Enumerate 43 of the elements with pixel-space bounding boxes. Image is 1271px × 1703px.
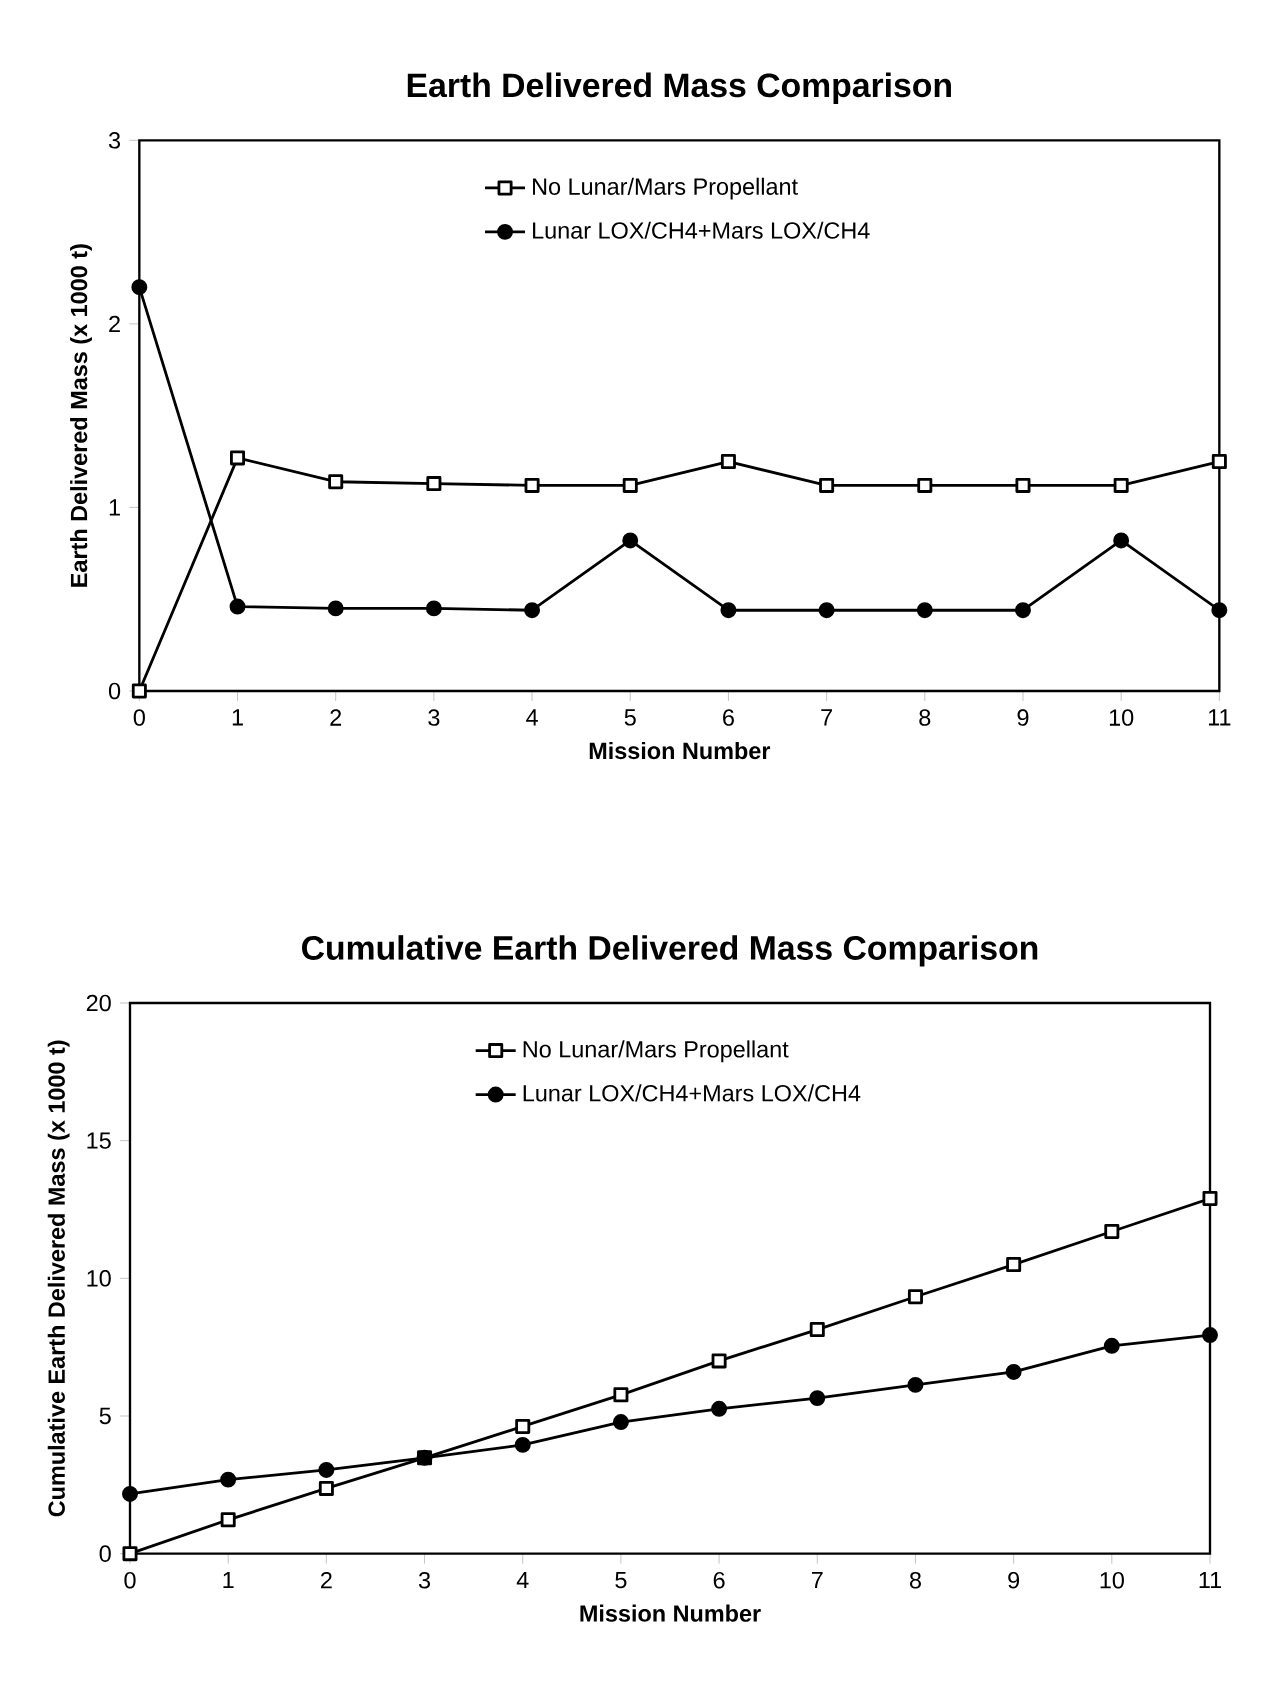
x-tick-label: 0 xyxy=(133,709,145,726)
y-tick-label: 0 xyxy=(99,1545,111,1562)
x-axis-title: Mission Number xyxy=(589,741,771,760)
legend-label: Lunar LOX/CH4+Mars LOX/CH4 xyxy=(533,221,870,239)
x-tick-label: 9 xyxy=(1017,709,1029,726)
legend-label: Lunar LOX/CH4+Mars LOX/CH4 xyxy=(523,1084,861,1102)
y-tick-label: 2 xyxy=(109,315,120,333)
x-tick-label: 7 xyxy=(821,709,832,726)
x-tick-label: 2 xyxy=(321,1571,332,1589)
x-tick-label: 11 xyxy=(1199,1571,1222,1589)
x-tick-label: 4 xyxy=(516,1571,529,1589)
y-tick-label: 15 xyxy=(87,1132,111,1149)
x-tick-label: 1 xyxy=(232,709,243,726)
x-tick-label: 3 xyxy=(428,709,440,726)
legend-label: No Lunar/Mars Propellant xyxy=(523,1040,789,1063)
y-axis-title: Earth Delivered Mass (x 1000 t) xyxy=(70,244,92,587)
y-axis-title: Cumulative Earth Delivered Mass (x 1000 t) xyxy=(47,1040,70,1517)
chart-title: Earth Delivered Mass Comparison xyxy=(407,72,951,104)
x-tick-label: 4 xyxy=(526,709,538,726)
x-tick-label: 10 xyxy=(1100,1571,1124,1589)
x-tick-label: 8 xyxy=(919,709,931,726)
x-tick-label: 8 xyxy=(909,1571,921,1589)
y-tick-label: 5 xyxy=(99,1407,111,1425)
x-tick-label: 7 xyxy=(811,1571,823,1589)
y-tick-label: 0 xyxy=(108,682,121,700)
y-tick-label: 20 xyxy=(86,994,111,1012)
x-tick-label: 1 xyxy=(223,1571,234,1589)
x-tick-label: 2 xyxy=(330,709,342,726)
x-tick-label: 10 xyxy=(1109,709,1134,726)
x-tick-label: 11 xyxy=(1208,709,1231,726)
legend-label: No Lunar/Mars Propellant xyxy=(533,177,798,200)
y-tick-label: 10 xyxy=(87,1270,111,1287)
x-tick-label: 3 xyxy=(418,1571,431,1589)
x-tick-label: 5 xyxy=(615,1571,627,1589)
x-tick-label: 6 xyxy=(713,1571,725,1589)
x-tick-label: 9 xyxy=(1008,1571,1020,1589)
x-axis-title: Mission Number xyxy=(580,1604,761,1622)
x-tick-label: 6 xyxy=(723,709,734,726)
y-tick-label: 1 xyxy=(109,499,120,516)
chart-title: Cumulative Earth Delivered Mass Comparison xyxy=(302,935,1038,967)
y-tick-label: 3 xyxy=(108,132,121,149)
x-tick-label: 0 xyxy=(124,1571,136,1589)
x-tick-label: 5 xyxy=(624,709,636,726)
